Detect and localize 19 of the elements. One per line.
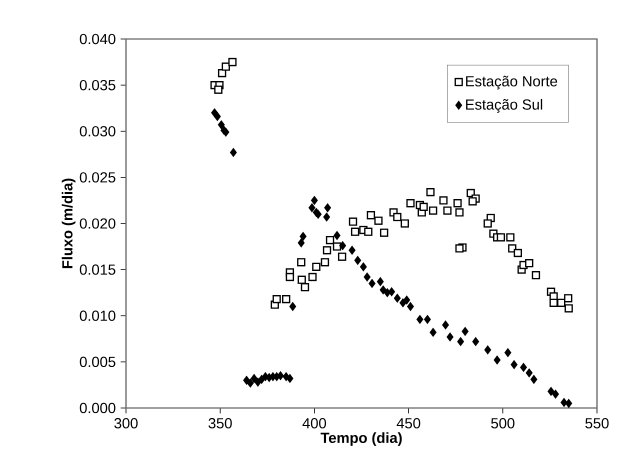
x-tick-label: 450 [396,418,420,428]
x-tick-label: 550 [585,418,609,428]
legend-label: Estação Sul [466,98,542,113]
y-tick-label: 0.020 [80,218,116,229]
x-tick-label: 350 [208,418,232,428]
y-axis-title: Fluxo (m/dia) [62,178,76,268]
y-tick-label: 0.040 [80,34,116,44]
y-tick-label: 0.005 [80,356,116,368]
y-tick-label: 0.030 [80,126,116,136]
x-axis-title: Tempo (dia) [320,432,402,446]
x-tick-label: 300 [114,418,138,428]
y-tick-label: 0.015 [80,264,116,275]
legend-label: Estação Norte [466,76,558,90]
x-tick-label: 500 [491,418,514,428]
y-tick-label: 0.000 [80,402,116,414]
y-tick-label: 0.035 [80,80,116,90]
y-tick-label: 0.025 [80,172,116,183]
y-tick-label: 0.010 [80,310,116,321]
x-tick-label: 400 [302,418,326,428]
